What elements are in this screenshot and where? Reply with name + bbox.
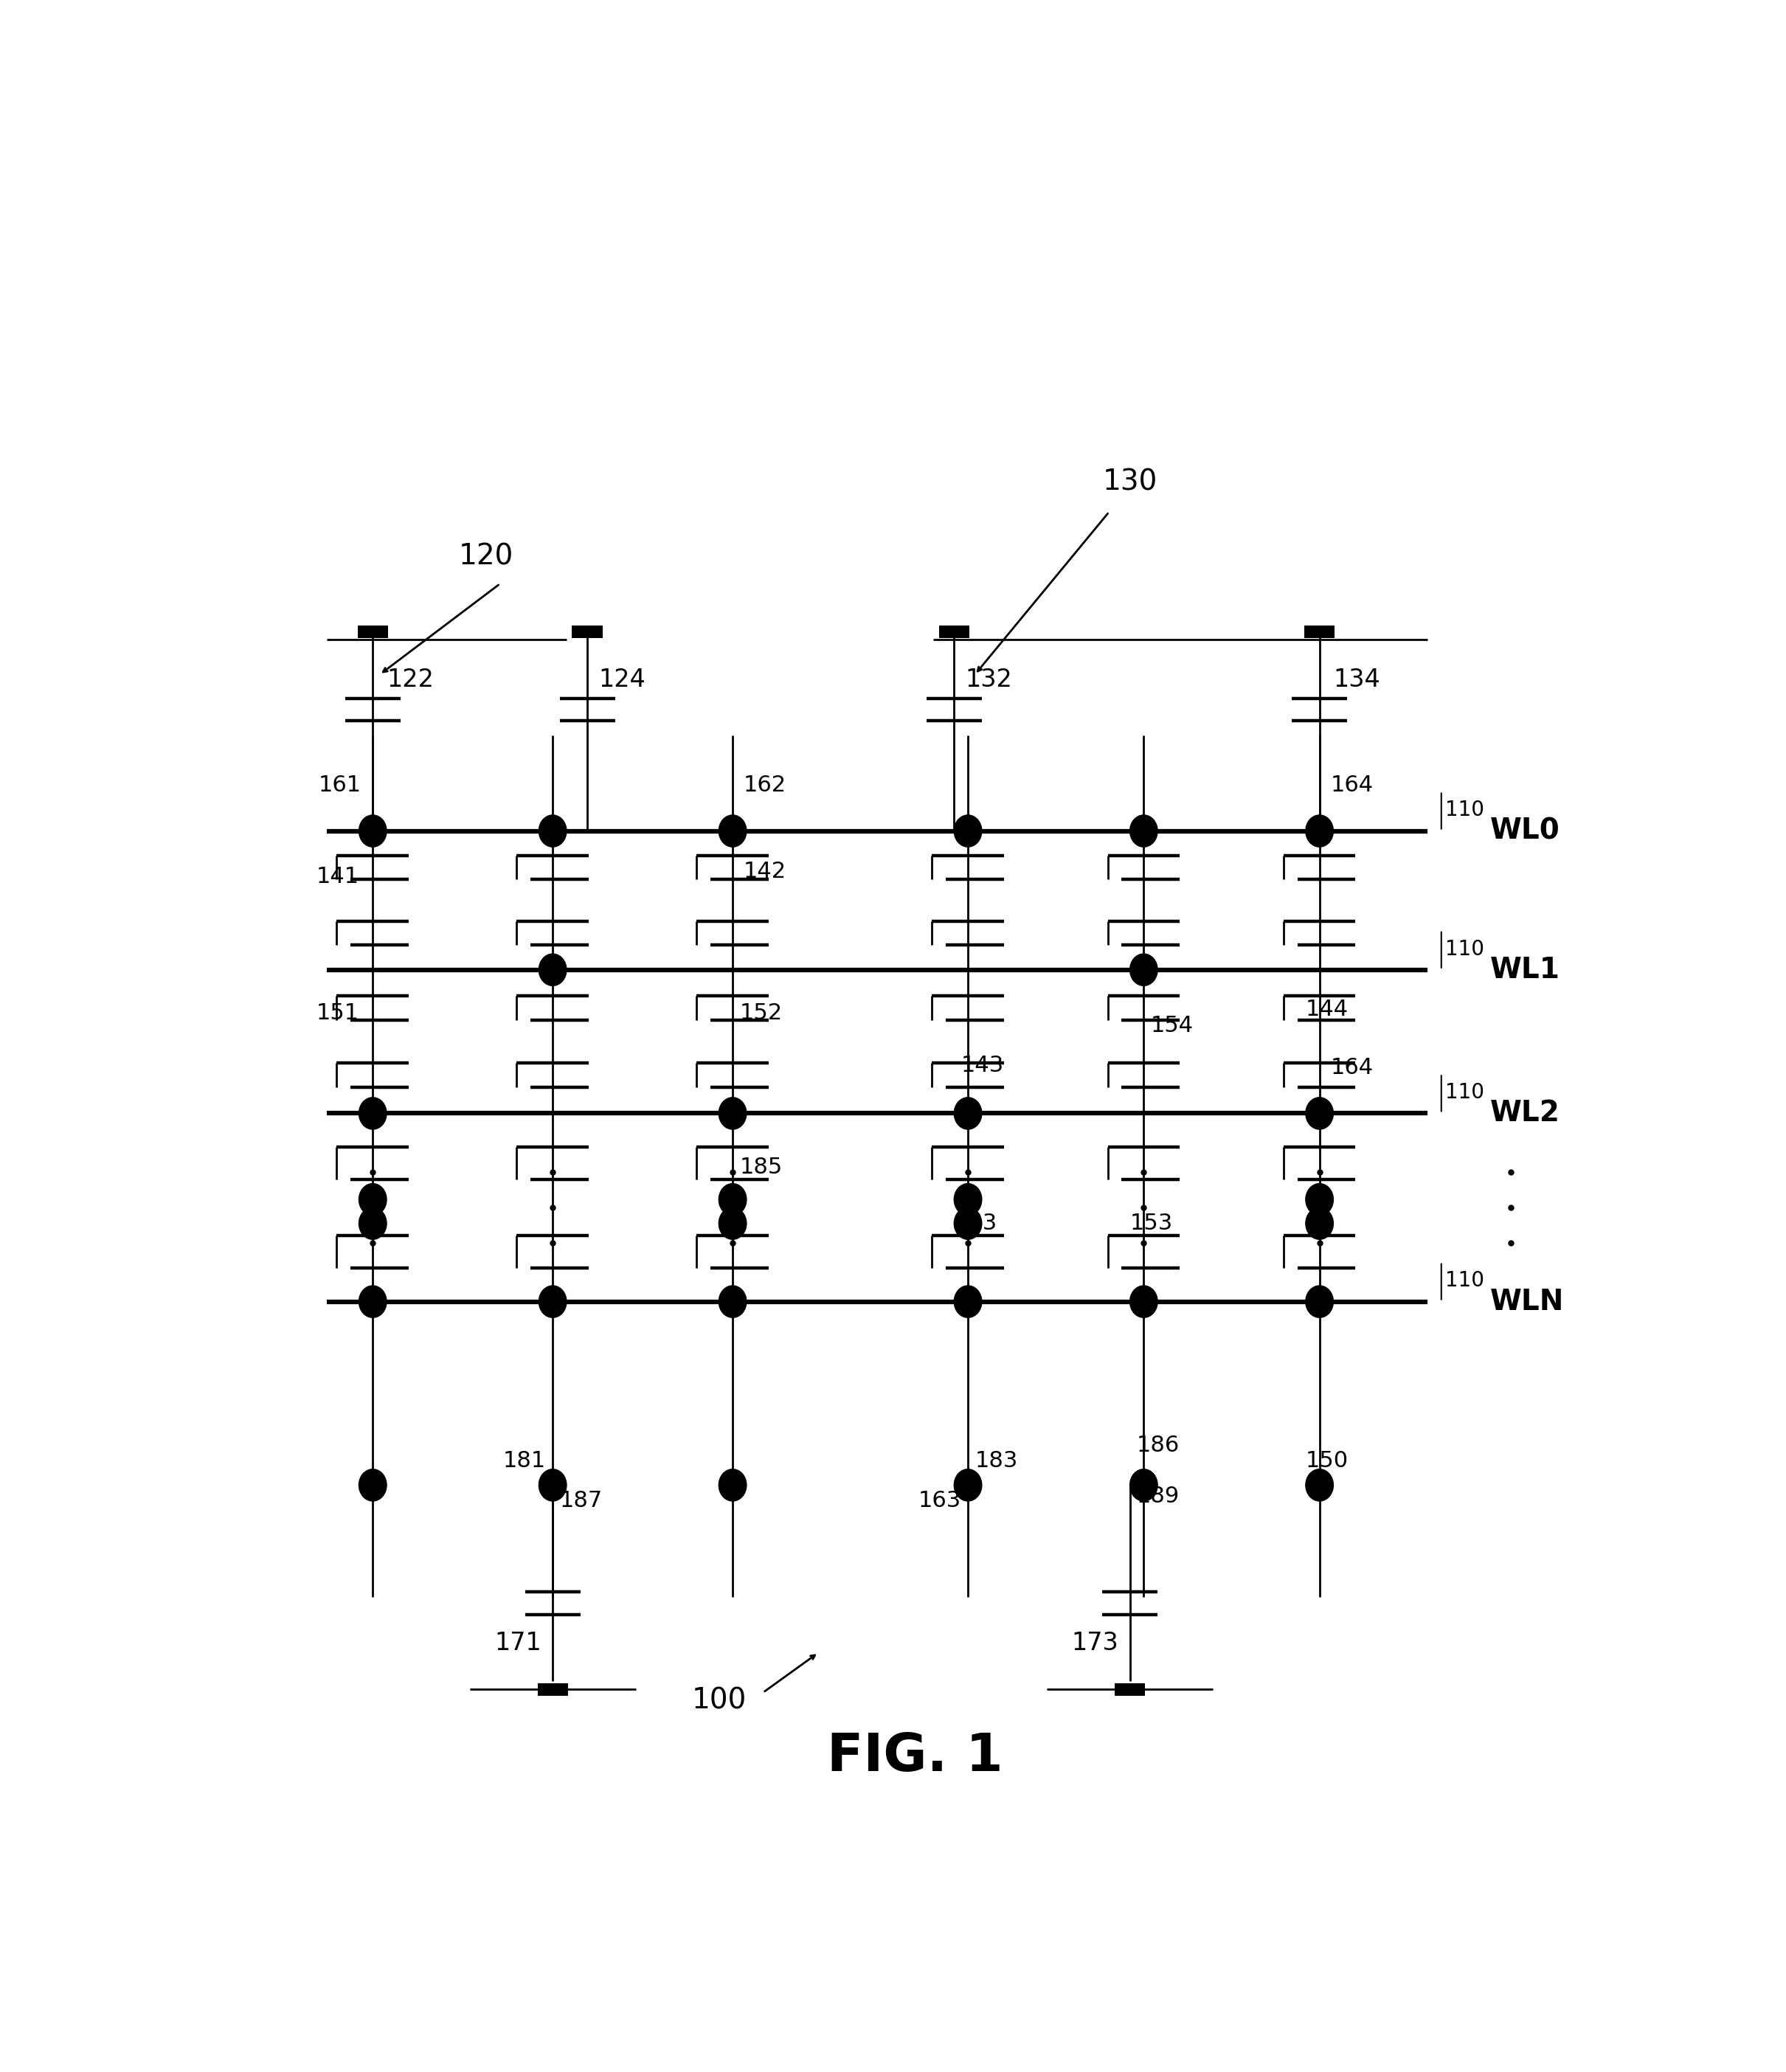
Circle shape xyxy=(359,1285,386,1318)
Text: 164: 164 xyxy=(1331,1057,1373,1077)
Text: 142: 142 xyxy=(743,862,786,883)
Circle shape xyxy=(1306,1183,1334,1216)
Text: 110: 110 xyxy=(1445,800,1484,821)
Text: 150: 150 xyxy=(1306,1450,1348,1471)
Text: 110: 110 xyxy=(1445,1082,1484,1102)
Text: 181: 181 xyxy=(504,1450,547,1471)
Text: 154: 154 xyxy=(1150,1015,1193,1036)
Bar xyxy=(572,626,602,638)
Text: 141: 141 xyxy=(316,866,359,887)
Text: 120: 120 xyxy=(459,543,514,572)
Text: 171: 171 xyxy=(495,1631,541,1656)
Circle shape xyxy=(1306,814,1334,847)
Text: 163: 163 xyxy=(954,1212,997,1235)
Circle shape xyxy=(539,814,566,847)
Circle shape xyxy=(718,1285,747,1318)
Text: WL1: WL1 xyxy=(1490,955,1559,984)
Text: 144: 144 xyxy=(1306,999,1348,1019)
Text: 189: 189 xyxy=(1138,1486,1181,1506)
Text: 134: 134 xyxy=(1334,667,1381,692)
Circle shape xyxy=(954,1183,982,1216)
Bar xyxy=(1304,626,1334,638)
Bar xyxy=(538,1682,568,1695)
Circle shape xyxy=(1306,1469,1334,1500)
Text: 183: 183 xyxy=(975,1450,1018,1471)
Text: WL0: WL0 xyxy=(1490,816,1559,845)
Text: 187: 187 xyxy=(559,1490,602,1513)
Circle shape xyxy=(1306,1285,1334,1318)
Circle shape xyxy=(1131,953,1157,986)
Circle shape xyxy=(359,1098,386,1129)
Text: 100: 100 xyxy=(691,1687,747,1714)
Circle shape xyxy=(954,1469,982,1500)
Text: 153: 153 xyxy=(1131,1212,1173,1235)
Text: 151: 151 xyxy=(316,1003,359,1024)
Text: 130: 130 xyxy=(1102,468,1157,495)
Circle shape xyxy=(954,1285,982,1318)
Text: FIG. 1: FIG. 1 xyxy=(827,1730,1004,1782)
Circle shape xyxy=(718,1208,747,1239)
Text: 152: 152 xyxy=(739,1003,782,1024)
Circle shape xyxy=(718,1183,747,1216)
Circle shape xyxy=(539,953,566,986)
Circle shape xyxy=(954,814,982,847)
Circle shape xyxy=(1306,1208,1334,1239)
Text: 122: 122 xyxy=(386,667,434,692)
Circle shape xyxy=(1306,1098,1334,1129)
Circle shape xyxy=(359,1469,386,1500)
Circle shape xyxy=(718,1469,747,1500)
Text: 185: 185 xyxy=(739,1156,782,1179)
Text: 110: 110 xyxy=(1445,939,1484,959)
Bar xyxy=(939,626,970,638)
Text: 186: 186 xyxy=(1138,1434,1181,1457)
Circle shape xyxy=(539,1469,566,1500)
Text: 173: 173 xyxy=(1072,1631,1118,1656)
Bar xyxy=(357,626,388,638)
Text: WLN: WLN xyxy=(1490,1287,1565,1316)
Circle shape xyxy=(1131,1285,1157,1318)
Circle shape xyxy=(359,814,386,847)
Circle shape xyxy=(718,814,747,847)
Circle shape xyxy=(718,1098,747,1129)
Text: 143: 143 xyxy=(961,1055,1004,1075)
Circle shape xyxy=(1131,1469,1157,1500)
Circle shape xyxy=(954,1098,982,1129)
Text: 110: 110 xyxy=(1445,1270,1484,1291)
Circle shape xyxy=(954,1208,982,1239)
Circle shape xyxy=(359,1183,386,1216)
Text: WL2: WL2 xyxy=(1490,1100,1559,1127)
Circle shape xyxy=(1131,814,1157,847)
Text: 132: 132 xyxy=(964,667,1013,692)
Circle shape xyxy=(359,1208,386,1239)
Bar xyxy=(1114,1682,1145,1695)
Circle shape xyxy=(539,1285,566,1318)
Text: 162: 162 xyxy=(743,775,786,796)
Text: 161: 161 xyxy=(318,775,363,796)
Text: 164: 164 xyxy=(1331,775,1373,796)
Text: 163: 163 xyxy=(918,1490,961,1513)
Text: 124: 124 xyxy=(598,667,645,692)
